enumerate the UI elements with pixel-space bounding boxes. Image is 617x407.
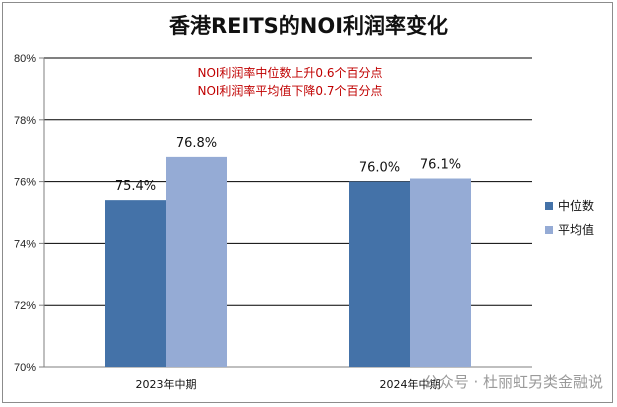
watermark-text: 公众号 · 杜丽虹另类金融说 (424, 373, 603, 391)
y-tick-label: 72% (14, 300, 36, 312)
category-label: 2024年中期 (380, 377, 441, 391)
annotation: NOI利润率平均值下降0.7个百分点 (197, 83, 382, 98)
data-label: 76.8% (176, 136, 217, 151)
chart-frame (2, 2, 613, 403)
y-tick-label: 80% (14, 53, 36, 65)
y-tick-label: 78% (14, 115, 36, 127)
y-tick-label: 76% (14, 177, 36, 189)
bar (105, 200, 166, 367)
annotations: NOI利润率中位数上升0.6个百分点 NOI利润率平均值下降0.7个百分点 (197, 65, 382, 98)
bar (349, 181, 410, 367)
legend-swatch (545, 226, 553, 234)
chart-title: 香港REITS的NOI利润率变化 (168, 14, 449, 38)
data-label: 76.1% (420, 158, 461, 173)
legend-label: 中位数 (558, 198, 594, 213)
watermark: 公众号 · 杜丽虹另类金融说 (424, 373, 603, 391)
bars: 75.4% 76.8% 76.0% 76.1% (105, 136, 471, 367)
legend-label: 平均值 (558, 222, 594, 237)
data-label: 75.4% (115, 179, 156, 194)
legend-swatch (545, 202, 553, 210)
category-label: 2023年中期 (136, 377, 197, 391)
y-axis: 70% 72% 74% 76% 78% 80% (14, 53, 45, 374)
y-tick-label: 74% (14, 238, 36, 250)
bar (166, 156, 227, 367)
x-axis: 2023年中期 2024年中期 (136, 377, 441, 391)
annotation: NOI利润率中位数上升0.6个百分点 (197, 65, 382, 80)
y-tick-label: 70% (14, 362, 36, 374)
data-label: 76.0% (359, 161, 400, 176)
bar (410, 178, 471, 367)
